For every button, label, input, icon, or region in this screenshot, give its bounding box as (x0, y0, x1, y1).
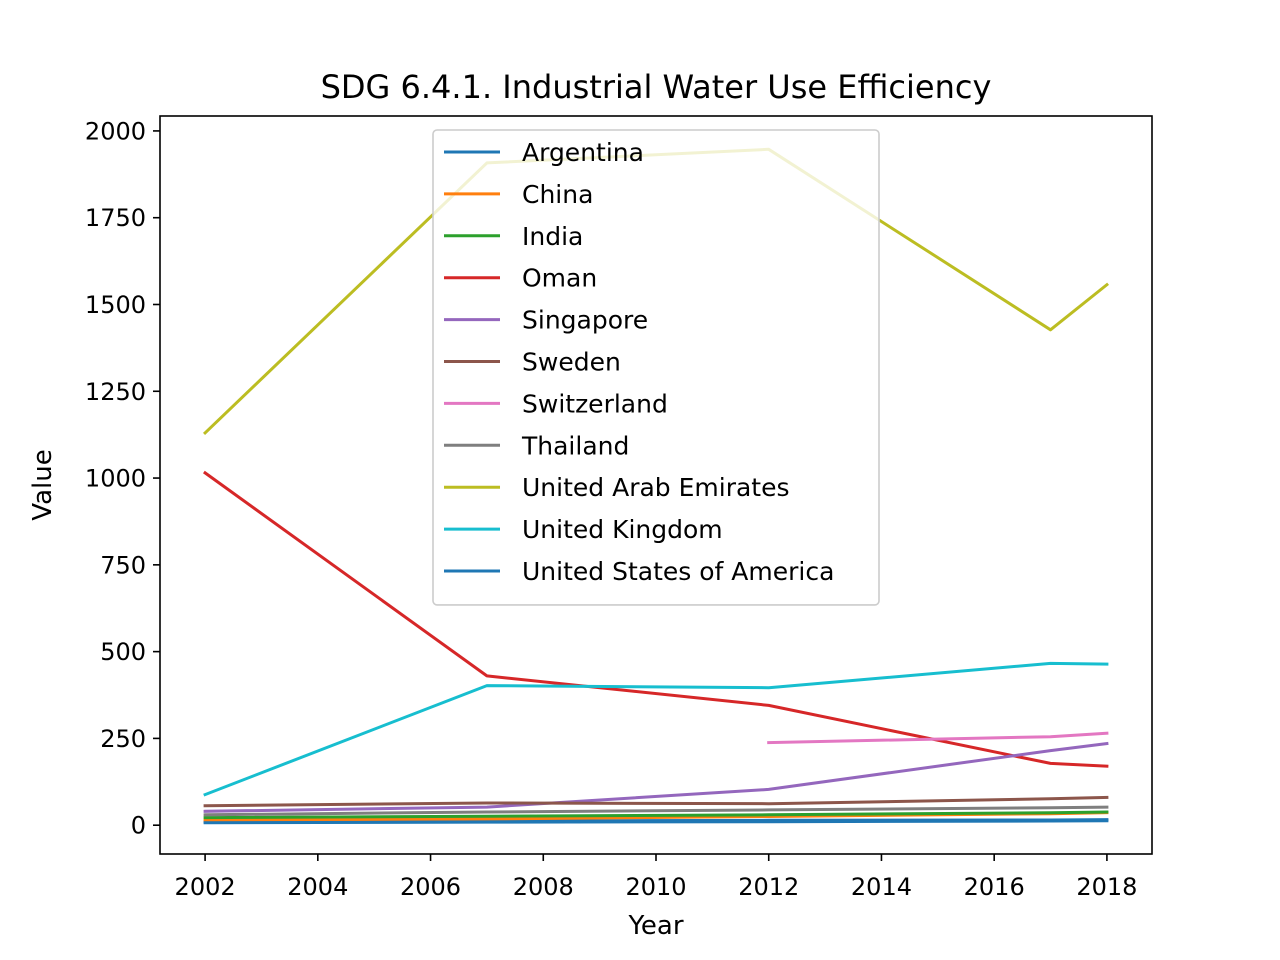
plot-lines (202, 147, 1110, 825)
series-line-switzerland (767, 731, 1109, 745)
legend: Argentina China India Oman Singapore Sweden Sw… (432, 129, 880, 606)
x-tick-label: 2012 (738, 873, 799, 901)
legend-label: Argentina (522, 138, 644, 167)
legend-label: Thailand (521, 431, 629, 460)
x-tick-label: 2016 (964, 873, 1025, 901)
x-tick-label: 2004 (287, 873, 348, 901)
y-axis-label: Value (28, 449, 58, 520)
y-tick-label: 1000 (85, 465, 146, 493)
x-tick-label: 2006 (400, 873, 461, 901)
series-line-united-states-of-america (203, 819, 1109, 825)
legend-label: Switzerland (522, 389, 668, 418)
series-line-india (203, 810, 1109, 820)
x-tick-label: 2010 (625, 873, 686, 901)
legend-label: Singapore (522, 306, 648, 335)
x-tick-label: 2002 (175, 873, 236, 901)
y-tick-label: 0 (131, 812, 146, 840)
chart-title: SDG 6.4.1. Industrial Water Use Efficien… (321, 68, 992, 106)
y-tick-label: 1500 (85, 291, 146, 319)
y-tick-label: 2000 (85, 117, 146, 145)
legend-label: United States of America (522, 557, 834, 586)
x-axis: 2002 2004 2006 2008 2010 2012 2014 2016 2018 (175, 854, 1137, 901)
series-line-singapore (203, 741, 1109, 813)
series-line-united-kingdom (203, 661, 1109, 797)
series-line-thailand (203, 805, 1109, 817)
legend-label: United Kingdom (522, 515, 723, 544)
legend-label: Sweden (522, 348, 621, 377)
y-tick-label: 750 (100, 551, 146, 579)
y-tick-label: 250 (100, 725, 146, 753)
series-line-oman (203, 470, 1109, 768)
x-tick-label: 2014 (851, 873, 912, 901)
legend-label: China (522, 180, 593, 209)
y-tick-label: 500 (100, 638, 146, 666)
legend-label: United Arab Emirates (522, 473, 790, 502)
series-line-sweden (203, 795, 1109, 808)
y-axis: 0 250 500 750 1000 1250 1500 1750 2000 (85, 117, 160, 840)
legend-label: India (522, 222, 583, 251)
legend-box (432, 129, 880, 606)
x-tick-label: 2018 (1076, 873, 1137, 901)
legend-label: Oman (522, 264, 597, 293)
y-tick-label: 1750 (85, 204, 146, 232)
x-axis-label: Year (627, 911, 683, 941)
x-tick-label: 2008 (513, 873, 574, 901)
y-tick-label: 1250 (85, 378, 146, 406)
